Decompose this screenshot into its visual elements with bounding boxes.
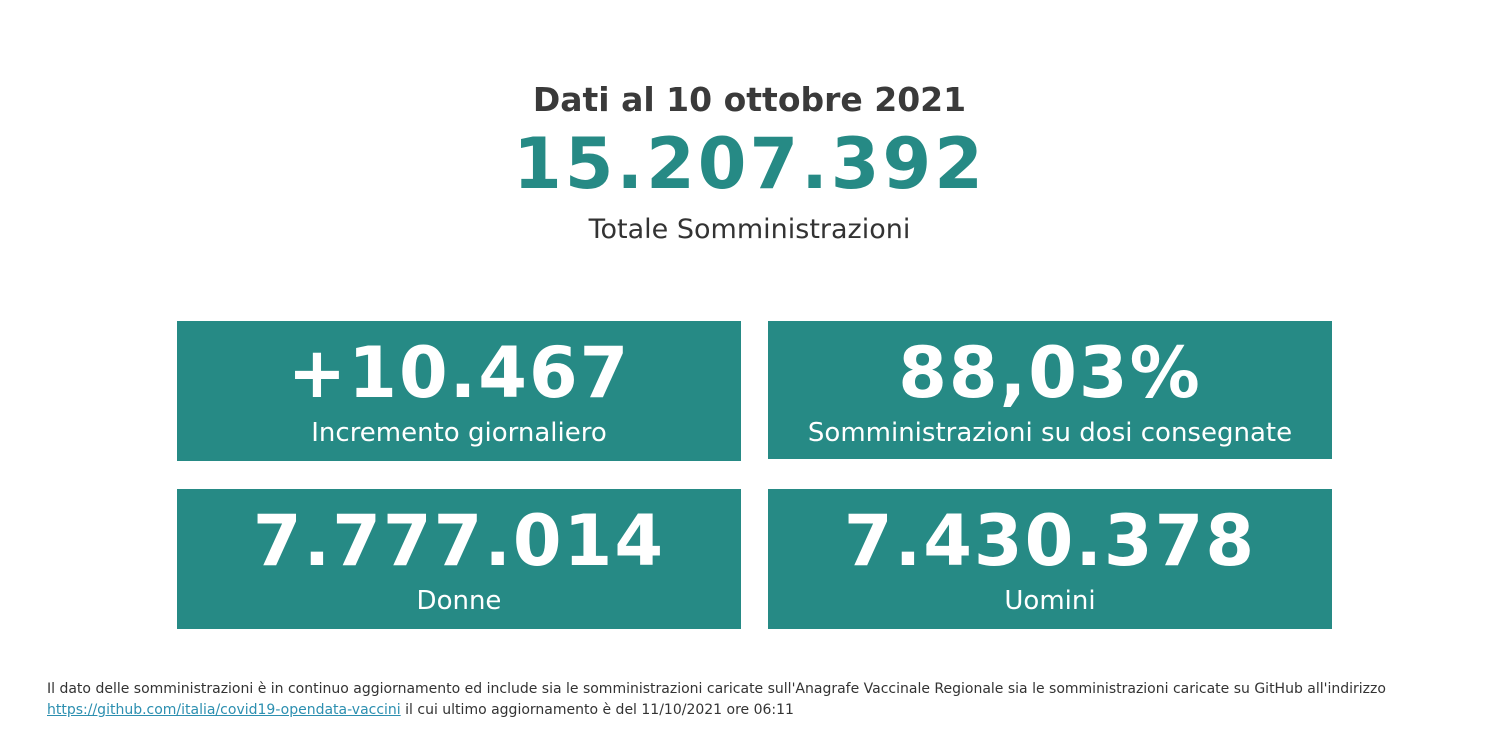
github-link[interactable]: https://github.com/italia/covid19-openda… bbox=[47, 702, 401, 718]
stat-value: 7.430.378 bbox=[843, 500, 1257, 582]
footer-note: Il dato delle somministrazioni è in cont… bbox=[47, 679, 1487, 721]
date-heading: Dati al 10 ottobre 2021 bbox=[532, 80, 967, 119]
stat-value: +10.467 bbox=[287, 332, 631, 414]
stat-label: Incremento giornaliero bbox=[311, 418, 607, 448]
stat-card-women: 7.777.014 Donne bbox=[177, 489, 741, 629]
total-value: 15.207.392 bbox=[513, 123, 986, 205]
footer-text: Il dato delle somministrazioni è in cont… bbox=[47, 681, 1386, 697]
stat-value: 7.777.014 bbox=[252, 500, 666, 582]
stat-card-men: 7.430.378 Uomini bbox=[768, 489, 1332, 629]
stat-label: Donne bbox=[416, 586, 502, 616]
summary-header: Dati al 10 ottobre 2021 15.207.392 Total… bbox=[0, 78, 1499, 248]
stat-label: Somministrazioni su dosi consegnate bbox=[807, 418, 1293, 448]
total-label: Totale Somministrazioni bbox=[588, 214, 911, 245]
footer-update-text: il cui ultimo aggiornamento è del 11/10/… bbox=[405, 702, 794, 718]
stat-card-delivered-ratio: 88,03% Somministrazioni su dosi consegna… bbox=[768, 321, 1332, 459]
stat-label: Uomini bbox=[1004, 586, 1096, 616]
stat-card-daily-increment: +10.467 Incremento giornaliero bbox=[177, 321, 741, 461]
stat-value: 88,03% bbox=[898, 332, 1202, 414]
